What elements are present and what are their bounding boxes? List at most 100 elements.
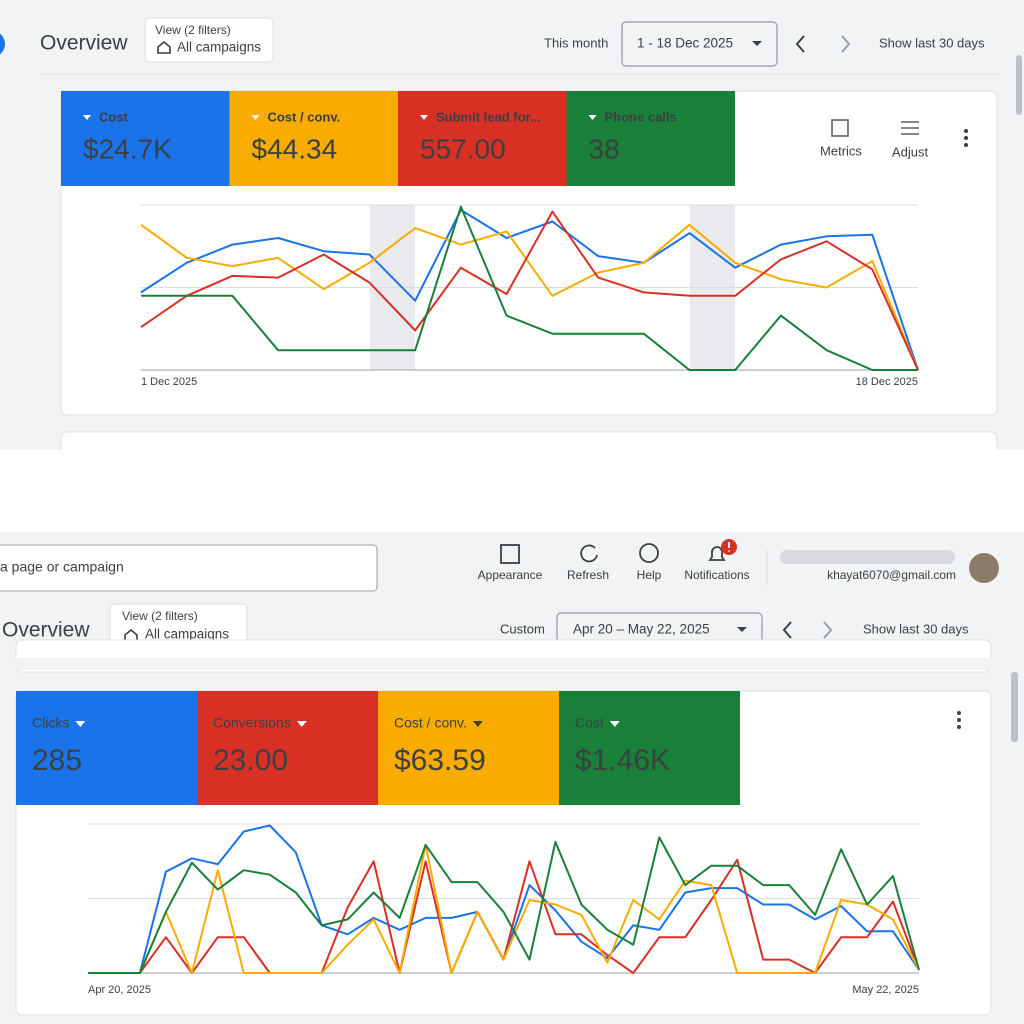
appearance-icon <box>500 544 520 564</box>
tile-caret <box>75 721 86 727</box>
metric-value: 285 <box>32 744 82 777</box>
gap <box>0 658 1024 670</box>
metric-label: Cost <box>575 715 604 731</box>
series-line <box>140 223 919 371</box>
next-button[interactable] <box>823 621 833 639</box>
filter-box[interactable] <box>144 17 274 63</box>
toolbar-label: Notifications <box>684 568 749 582</box>
metric-tile[interactable] <box>398 91 567 186</box>
metric-tile[interactable] <box>16 691 197 805</box>
tool-label: Adjust <box>892 144 929 159</box>
dot <box>957 711 961 715</box>
tool-label: Metrics <box>820 143 862 158</box>
x-tick-label: Apr 20, 2025 <box>88 984 151 996</box>
date-range: 1 - 18 Dec 2025 <box>637 36 733 51</box>
page-title: Overview <box>2 619 90 642</box>
series-line <box>140 210 919 371</box>
avatar[interactable] <box>969 553 999 583</box>
x-tick-label: 1 Dec 2025 <box>141 376 197 388</box>
more-menu[interactable] <box>957 711 961 729</box>
search-placeholder: a page or campaign <box>0 559 124 575</box>
show-last-link[interactable]: Show last 30 days <box>863 621 969 636</box>
date-range: Apr 20 – May 22, 2025 <box>573 622 710 637</box>
range-label: This month <box>544 35 608 50</box>
metrics-icon <box>831 119 849 137</box>
filter-value: All campaigns <box>177 40 261 55</box>
refresh-icon <box>580 544 598 563</box>
scrollbar <box>1016 55 1022 115</box>
page-title: Overview <box>40 32 128 55</box>
toolbar-label: Refresh <box>567 568 609 582</box>
dropdown-caret <box>737 627 747 632</box>
filter-value: All campaigns <box>145 627 229 642</box>
metric-value: $44.34 <box>252 133 338 164</box>
dot <box>964 143 968 147</box>
more-menu[interactable] <box>964 129 968 147</box>
metric-tile[interactable] <box>197 691 378 805</box>
metric-label: Conversions <box>213 715 291 731</box>
metric-value: $1.46K <box>575 744 670 777</box>
metric-tile[interactable] <box>229 91 399 186</box>
blurred-name <box>780 550 955 564</box>
prev-button[interactable] <box>795 35 805 53</box>
series-line <box>88 836 920 974</box>
gap <box>0 450 1024 532</box>
metric-tile[interactable] <box>61 91 230 186</box>
account-email: khayat6070@gmail.com <box>827 568 956 582</box>
help-button[interactable]: Help <box>637 543 662 582</box>
next-button[interactable] <box>841 35 851 53</box>
notifications-button[interactable]: Notifications <box>684 539 750 582</box>
metric-tile[interactable] <box>559 691 740 805</box>
metric-value: 23.00 <box>213 744 288 777</box>
tile-caret <box>251 115 260 120</box>
refresh-button[interactable]: Refresh <box>567 544 609 582</box>
tile-caret <box>609 721 620 727</box>
tile-caret <box>588 115 597 120</box>
dot <box>964 136 968 140</box>
scrollbar <box>1011 672 1018 742</box>
metric-label: Cost <box>99 109 129 124</box>
filter-label: View (2 filters) <box>122 609 198 623</box>
tile-caret <box>472 721 483 727</box>
series-line <box>88 843 920 974</box>
help-icon <box>639 543 659 563</box>
metric-value: 38 <box>589 133 620 164</box>
filter-label: View (2 filters) <box>155 23 231 37</box>
search-box[interactable] <box>0 544 378 592</box>
adjust-button[interactable]: Adjust <box>892 121 929 159</box>
date-picker[interactable] <box>621 21 778 67</box>
metric-label: Submit lead for... <box>436 109 541 124</box>
bell-icon <box>708 546 726 561</box>
dot <box>964 129 968 133</box>
dot <box>957 725 961 729</box>
show-last-link[interactable]: Show last 30 days <box>879 35 985 50</box>
metric-label: Clicks <box>32 715 69 731</box>
metric-tile[interactable] <box>566 91 736 186</box>
metric-label: Cost / conv. <box>394 715 467 731</box>
series-line <box>140 209 919 371</box>
metric-tile[interactable] <box>378 691 559 805</box>
metrics-button[interactable]: Metrics <box>820 119 862 158</box>
metric-label: Phone calls <box>605 109 677 124</box>
tile-caret <box>83 115 91 120</box>
dot <box>957 718 961 722</box>
logo <box>0 33 5 55</box>
adjust-icon <box>901 121 919 135</box>
toolbar-label: Appearance <box>478 568 543 582</box>
metric-value: $24.7K <box>83 133 172 164</box>
x-tick-label: May 22, 2025 <box>852 984 919 996</box>
series-line <box>141 205 918 371</box>
tile-caret <box>296 721 307 727</box>
tile-caret <box>420 115 428 120</box>
dropdown-caret <box>752 41 762 46</box>
metric-label: Cost / conv. <box>268 109 341 124</box>
metric-value: $63.59 <box>394 744 486 777</box>
appearance-button[interactable]: Appearance <box>478 544 543 582</box>
range-label: Custom <box>500 621 545 636</box>
x-tick-label: 18 Dec 2025 <box>856 376 918 388</box>
campaign-icon <box>157 40 171 54</box>
prev-button[interactable] <box>782 621 792 639</box>
